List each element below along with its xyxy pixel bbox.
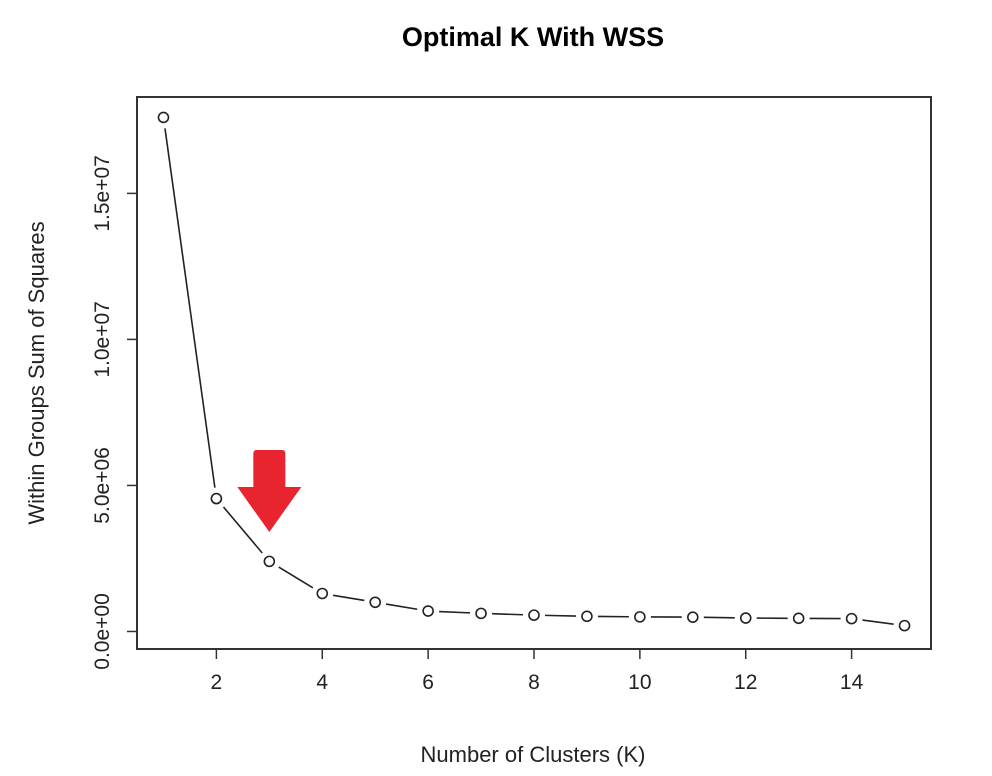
- data-point: [316, 587, 329, 600]
- y-tick-label: 5.0e+06: [91, 447, 114, 524]
- y-tick-label: 1.0e+07: [91, 301, 114, 378]
- y-axis-label: Within Groups Sum of Squares: [24, 221, 49, 524]
- x-tick-label: 2: [211, 671, 223, 694]
- series-segment: [703, 616, 735, 619]
- elbow-arrow-icon: [237, 450, 302, 532]
- data-point: [369, 596, 382, 609]
- y-tick-label: 0.0e+00: [91, 593, 114, 670]
- y-tick-label: 1.5e+07: [91, 155, 114, 232]
- series-segment: [862, 619, 894, 625]
- data-point: [898, 619, 911, 632]
- series-segment: [439, 610, 471, 614]
- data-point: [475, 607, 487, 620]
- x-tick-label: 10: [628, 671, 651, 694]
- series-layer: [157, 111, 911, 632]
- x-tick-label: 6: [422, 671, 434, 694]
- series-segment: [492, 612, 524, 616]
- x-axis: 2 4 6 8 10 12 14: [211, 648, 864, 694]
- series-segment: [222, 506, 263, 554]
- chart-title: Optimal K With WSS: [402, 22, 664, 52]
- data-point: [686, 611, 699, 623]
- x-tick-label: 14: [840, 671, 864, 694]
- data-point: [845, 612, 858, 625]
- plot-frame: [136, 96, 932, 650]
- data-point: [739, 612, 752, 624]
- x-tick-label: 12: [734, 671, 757, 694]
- x-tick-label: 4: [316, 671, 328, 694]
- x-axis-label: Number of Clusters (K): [421, 742, 646, 767]
- series-segment: [385, 603, 418, 611]
- data-point: [422, 605, 434, 617]
- annotation-layer: [237, 450, 302, 532]
- data-point: [210, 492, 223, 505]
- data-point: [792, 612, 805, 625]
- data-point: [157, 111, 170, 124]
- series-segment: [164, 128, 216, 488]
- data-point: [528, 609, 540, 621]
- series-segment: [278, 566, 314, 589]
- y-axis: 0.0e+00 5.0e+06 1.0e+07 1.5e+07: [91, 155, 138, 670]
- series-segment: [544, 614, 576, 617]
- series-segment: [332, 594, 365, 602]
- data-point: [263, 555, 276, 568]
- data-point: [581, 610, 593, 623]
- data-point: [634, 611, 646, 623]
- x-tick-label: 8: [528, 671, 540, 694]
